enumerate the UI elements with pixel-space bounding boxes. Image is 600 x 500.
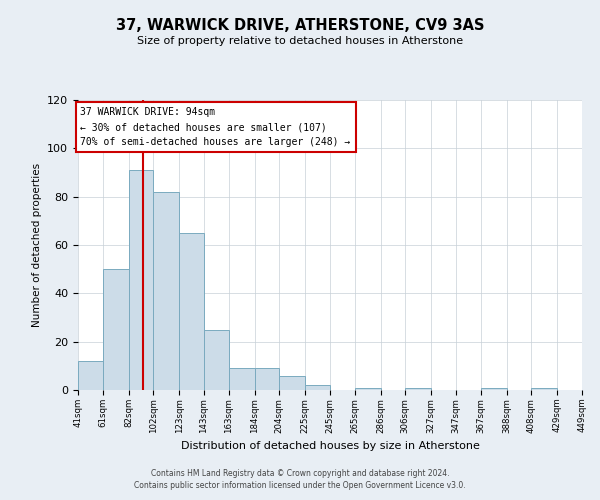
Bar (128, 170, 154, 390)
Bar (254, 368, 280, 390)
Bar (305, 385, 330, 390)
Text: Contains HM Land Registry data © Crown copyright and database right 2024.
Contai: Contains HM Land Registry data © Crown c… (134, 468, 466, 490)
Bar (532, 388, 557, 390)
Bar (179, 233, 204, 390)
Bar (481, 388, 506, 390)
Bar (154, 192, 179, 390)
Text: 37 WARWICK DRIVE: 94sqm
← 30% of detached houses are smaller (107)
70% of semi-d: 37 WARWICK DRIVE: 94sqm ← 30% of detache… (80, 108, 351, 147)
Bar (406, 388, 431, 390)
Bar (78, 361, 103, 390)
Text: Size of property relative to detached houses in Atherstone: Size of property relative to detached ho… (137, 36, 463, 46)
X-axis label: Distribution of detached houses by size in Atherstone: Distribution of detached houses by size … (181, 441, 479, 451)
Bar (103, 269, 128, 390)
Y-axis label: Number of detached properties: Number of detached properties (32, 163, 41, 327)
Bar (229, 368, 254, 390)
Bar (355, 388, 380, 390)
Bar (204, 330, 229, 390)
Bar (280, 376, 305, 390)
Text: 37, WARWICK DRIVE, ATHERSTONE, CV9 3AS: 37, WARWICK DRIVE, ATHERSTONE, CV9 3AS (116, 18, 484, 32)
